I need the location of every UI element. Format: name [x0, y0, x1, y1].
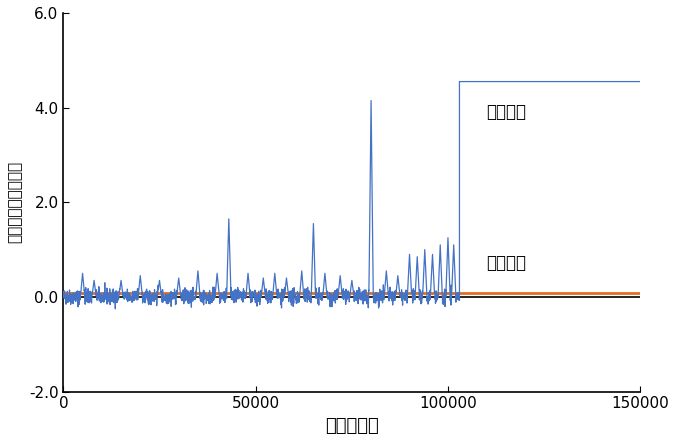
Text: 提案手法: 提案手法	[486, 103, 527, 122]
Y-axis label: 平均総資産（億円）: 平均総資産（億円）	[7, 161, 22, 244]
Text: 初期資産: 初期資産	[486, 254, 527, 272]
X-axis label: エピソード: エピソード	[325, 417, 379, 435]
